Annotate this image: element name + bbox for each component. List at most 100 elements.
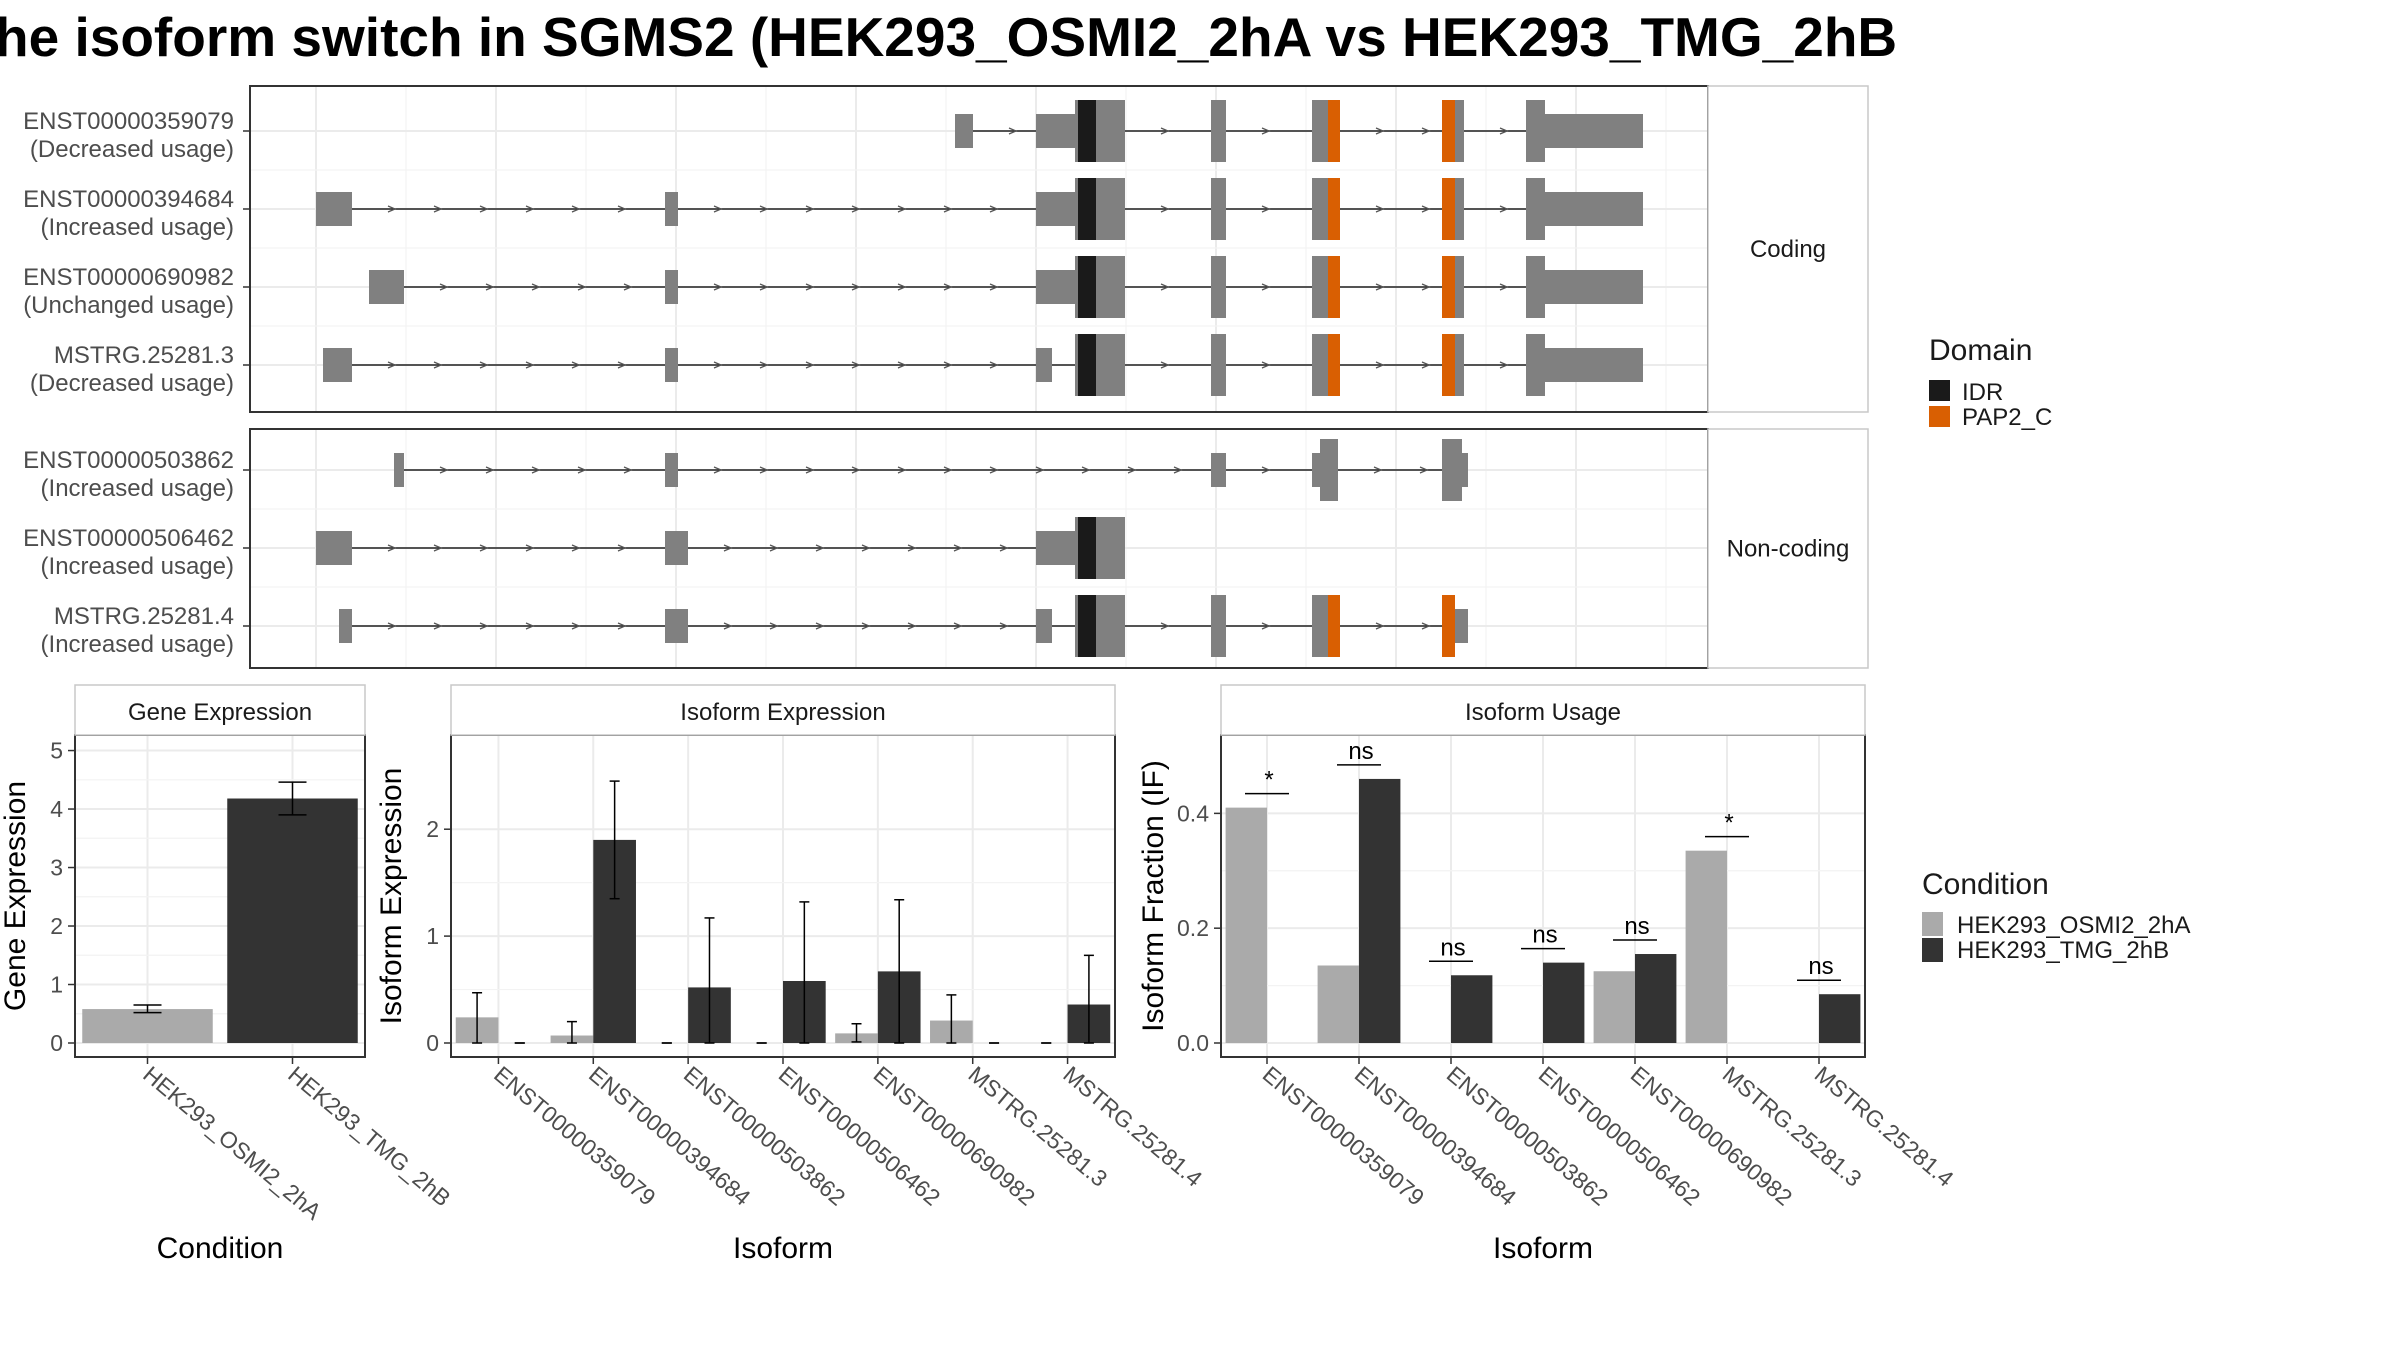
- significance-label: ns: [1808, 953, 1833, 980]
- intron-arrow-icon: [805, 205, 815, 213]
- idr-domain: [1078, 595, 1096, 657]
- exon: [1455, 334, 1464, 396]
- condition-legend-label-a: HEK293_OSMI2_2hA: [1957, 912, 2190, 939]
- exon: [1096, 334, 1125, 396]
- exon: [1211, 595, 1226, 657]
- intron-arrow-icon: [897, 466, 907, 474]
- intron-arrow-icon: [531, 283, 541, 291]
- domain-legend-title: Domain: [1929, 334, 2032, 367]
- intron-arrow-icon: [713, 466, 723, 474]
- intron-arrow-icon: [805, 361, 815, 369]
- exon: [1320, 439, 1338, 501]
- structure-panel-0: ENST00000359079(Decreased usage)ENST0000…: [23, 85, 1869, 413]
- condition-legend-key-b: [1922, 938, 1943, 962]
- exon: [955, 114, 973, 148]
- exon: [1036, 114, 1075, 148]
- exon: [1211, 178, 1226, 240]
- exon: [1211, 256, 1226, 318]
- intron-arrow-icon: [479, 361, 489, 369]
- intron-arrow-icon: [1419, 466, 1429, 474]
- transcript-id-label: ENST00000359079: [23, 108, 234, 135]
- exon: [1036, 270, 1075, 304]
- pap2c-domain: [1328, 100, 1340, 162]
- intron-arrow-icon: [1499, 127, 1509, 135]
- intron-arrow-icon: [713, 361, 723, 369]
- exon: [1526, 256, 1545, 318]
- intron-arrow-icon: [387, 622, 397, 630]
- exon: [1526, 178, 1545, 240]
- intron-arrow-icon: [759, 205, 769, 213]
- chart-title: Isoform Usage: [1465, 699, 1621, 726]
- exon: [1036, 192, 1075, 226]
- intron-arrow-icon: [1499, 361, 1509, 369]
- transcript-usage-label: (Increased usage): [41, 553, 234, 580]
- chart-isoform-usage: 0.0 0.2 0.4 * ns ns ns ns * ns Isoform Usage ENST00…: [1137, 684, 1959, 1265]
- intron-arrow-icon: [907, 544, 917, 552]
- bar: [82, 1009, 213, 1043]
- intron-arrow-icon: [713, 283, 723, 291]
- intron-arrow-icon: [943, 361, 953, 369]
- intron-arrow-icon: [1421, 361, 1431, 369]
- bar: [227, 798, 358, 1043]
- x-tick-label: ENST00000359079: [1258, 1061, 1430, 1211]
- exon: [665, 609, 688, 643]
- x-tick-label: HEK293_TMG_2hB: [283, 1061, 455, 1212]
- y-tick-label: 2: [426, 816, 439, 842]
- intron-arrow-icon: [989, 283, 999, 291]
- figure-title: he isoform switch in SGMS2 (HEK293_OSMI2…: [0, 6, 1897, 68]
- transcript-track: [339, 595, 1468, 657]
- intron-arrow-icon: [1035, 466, 1045, 474]
- intron-arrow-icon: [989, 205, 999, 213]
- exon: [1312, 595, 1328, 657]
- intron-arrow-icon: [861, 622, 871, 630]
- exon: [1455, 178, 1464, 240]
- exon: [1442, 439, 1462, 501]
- intron-arrow-icon: [1421, 622, 1431, 630]
- intron-arrow-icon: [1008, 127, 1018, 135]
- strip-label: Non-coding: [1727, 536, 1850, 563]
- exon: [1036, 609, 1052, 643]
- intron-arrow-icon: [805, 466, 815, 474]
- intron-arrow-icon: [713, 205, 723, 213]
- domain-legend-label-pap2c: PAP2_C: [1962, 404, 2052, 431]
- intron-arrow-icon: [999, 622, 1009, 630]
- intron-arrow-icon: [571, 205, 581, 213]
- intron-arrow-icon: [525, 361, 535, 369]
- exon: [1211, 100, 1226, 162]
- pap2c-domain: [1328, 595, 1340, 657]
- intron-arrow-icon: [1375, 205, 1385, 213]
- condition-legend-label-b: HEK293_TMG_2hB: [1957, 937, 2169, 964]
- transcript-id-label: ENST00000506462: [23, 525, 234, 552]
- condition-legend-title: Condition: [1922, 868, 2049, 901]
- intron-arrow-icon: [815, 544, 825, 552]
- intron-arrow-icon: [617, 361, 627, 369]
- transcript-id-label: ENST00000503862: [23, 447, 234, 474]
- intron-arrow-icon: [1421, 205, 1431, 213]
- exon: [1312, 100, 1328, 162]
- exon: [323, 348, 352, 382]
- x-axis-title: Isoform: [733, 1232, 833, 1265]
- exon: [1455, 609, 1468, 643]
- intron-arrow-icon: [1375, 283, 1385, 291]
- strip-box: [1707, 428, 1869, 669]
- intron-arrow-icon: [617, 622, 627, 630]
- transcript-structure-panels: ENST00000359079(Decreased usage)ENST0000…: [23, 85, 1869, 669]
- y-tick-label: 3: [50, 855, 63, 881]
- intron-arrow-icon: [1261, 466, 1271, 474]
- transcript-track: [316, 517, 1125, 579]
- pap2c-domain: [1328, 178, 1340, 240]
- intron-arrow-icon: [577, 283, 587, 291]
- exon: [1545, 348, 1643, 382]
- intron-arrow-icon: [805, 283, 815, 291]
- intron-arrow-icon: [943, 283, 953, 291]
- exon: [1545, 114, 1643, 148]
- significance-label: ns: [1624, 913, 1649, 940]
- x-axis-title: Isoform: [1493, 1232, 1593, 1265]
- intron-arrow-icon: [617, 205, 627, 213]
- exon: [1120, 529, 1124, 567]
- intron-arrow-icon: [953, 622, 963, 630]
- intron-arrow-icon: [485, 283, 495, 291]
- intron-arrow-icon: [433, 205, 443, 213]
- intron-arrow-icon: [759, 361, 769, 369]
- exon: [1455, 100, 1464, 162]
